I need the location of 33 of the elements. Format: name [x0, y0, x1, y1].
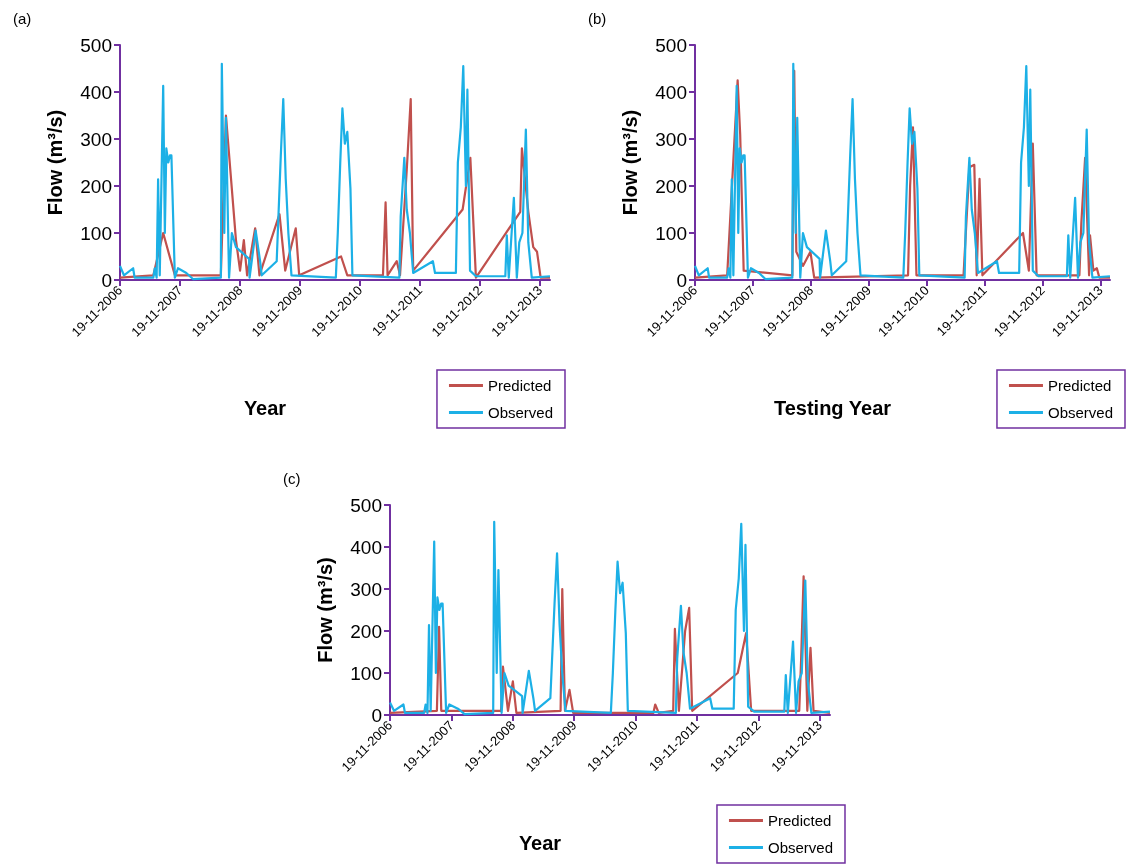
- y-tick-label: 100: [350, 662, 382, 684]
- legend-label: Predicted: [767, 812, 832, 829]
- chart-title: (c): [283, 470, 301, 487]
- x-axis-title: Year: [518, 832, 562, 854]
- y-tick-label: 100: [80, 222, 112, 244]
- y-tick-label: 300: [80, 128, 112, 150]
- y-tick-label: 0: [101, 269, 112, 291]
- y-tick-label: 400: [655, 81, 687, 103]
- legend-label: Predicted: [487, 377, 552, 394]
- y-tick-label: 0: [676, 269, 687, 291]
- y-tick-label: 200: [350, 620, 382, 642]
- y-axis-title: Flow (m³/s): [314, 557, 336, 663]
- y-tick-label: 100: [655, 222, 687, 244]
- legend-label: Observed: [487, 404, 554, 421]
- x-axis-title: Testing Year: [773, 397, 892, 419]
- legend-label: Observed: [767, 839, 834, 856]
- x-axis-title: Year: [243, 397, 287, 419]
- legend-label: Observed: [1047, 404, 1114, 421]
- y-axis-title: Flow (m³/s): [619, 109, 641, 216]
- y-tick-label: 400: [350, 536, 382, 558]
- y-tick-label: 0: [371, 704, 382, 726]
- y-tick-label: 500: [350, 494, 382, 516]
- y-axis-title: Flow (m³/s): [44, 109, 66, 216]
- y-tick-label: 200: [80, 175, 112, 197]
- y-tick-label: 300: [350, 578, 382, 600]
- y-tick-label: 400: [80, 81, 112, 103]
- chart-title: (a): [13, 10, 32, 27]
- chart-title: (b): [588, 10, 607, 27]
- legend-label: Predicted: [1047, 377, 1112, 394]
- y-tick-label: 300: [655, 128, 687, 150]
- y-tick-label: 200: [655, 175, 687, 197]
- y-tick-label: 500: [655, 34, 687, 56]
- y-tick-label: 500: [80, 34, 112, 56]
